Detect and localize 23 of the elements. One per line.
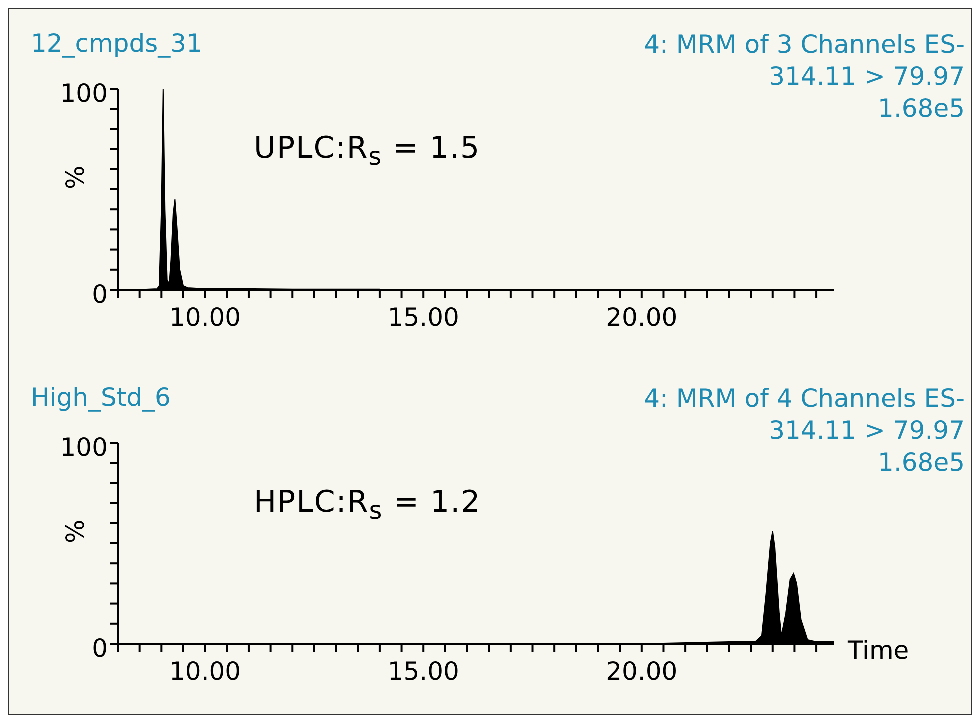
annotation: 314.11 > 79.97	[768, 61, 965, 93]
annotation: UPLC:R$_{s}$ = 1.5	[254, 131, 481, 171]
y-tick-label: 100	[60, 432, 108, 462]
x-tick-label: 10.00	[170, 302, 242, 332]
y-tick-label: 0	[92, 634, 108, 663]
annotation: HPLC:R$_{s}$ = 1.2	[254, 485, 482, 525]
y-tick-label: 100	[60, 78, 108, 108]
x-tick-label: 15.00	[388, 302, 460, 332]
y-axis-title: %	[60, 166, 90, 190]
y-tick-label: 0	[92, 280, 108, 309]
x-tick-label: 15.00	[388, 656, 460, 686]
x-tick-label: 20.00	[606, 302, 678, 332]
y-axis-title: %	[60, 520, 90, 544]
text: 1.68e5	[877, 447, 965, 479]
x-tick-label: 20.00	[606, 656, 678, 686]
text: 4: MRM of 4 Channels ES-	[644, 383, 965, 415]
x-tick-label: 10.00	[170, 656, 242, 686]
chart-title: 12_cmpds_31	[31, 29, 202, 58]
text: 1.68e5	[877, 93, 965, 125]
chart-title: High_Std_6	[31, 383, 171, 412]
text: 4: MRM of 3 Channels ES-	[644, 29, 965, 61]
annotation: 314.11 > 79.97	[768, 415, 965, 447]
x-axis-title: Time	[847, 636, 910, 665]
